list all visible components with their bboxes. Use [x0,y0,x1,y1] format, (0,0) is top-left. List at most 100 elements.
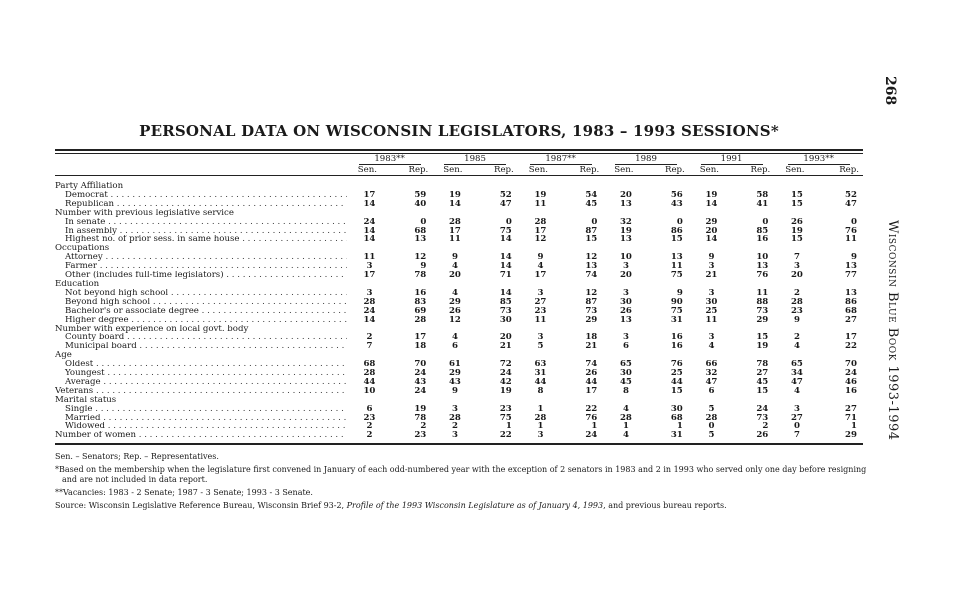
assembly-value [649,176,689,191]
senate-value: 13 [619,199,632,209]
senate-value: 2 [366,422,373,432]
senate-value: 1 [537,422,544,432]
assembly-value: 45 [585,199,598,209]
senate-value: 25 [705,306,718,316]
row-label-cell: Municipal board . . . . . . . . . . . . … [55,342,347,351]
assembly-value: 13 [670,253,683,263]
assembly-value: 17 [585,386,598,396]
assembly-value: 13 [845,262,857,272]
table-row: Highest no. of prior sess. in same house… [55,235,863,244]
senate-value: 19 [534,190,547,200]
assembly-value [820,396,863,405]
senate-value: 7 [366,342,373,352]
leader-dots: . . . . . . . . . . . . . . . . . . . . … [201,306,347,316]
senate-value [689,280,734,289]
leader-dots: . . . . . . . . . . . . . . . . . . . . … [170,288,347,298]
year-label: 1983** [358,154,421,165]
assembly-value: 73 [756,413,769,423]
table-row: Attorney . . . . . . . . . . . . . . . .… [55,253,863,262]
senate-value: 7 [793,431,800,441]
senate-value: 12 [448,315,461,325]
table-row: Oldest . . . . . . . . . . . . . . . . .… [55,360,863,369]
leader-dots: . . . . . . . . . . . . . . . . . . . . … [95,404,347,414]
row-label-cell: Occupations [55,244,347,253]
senate-value: 3 [537,333,544,343]
row-label-cell: Youngest . . . . . . . . . . . . . . . .… [55,369,347,378]
assembly-value [649,396,689,405]
senate-value: 29 [705,217,718,227]
assembly-value: 14 [499,288,512,298]
assembly-value [392,244,432,253]
senate-value: 3 [622,288,629,298]
year-label: 1985 [444,154,507,165]
senate-value: 23 [790,306,803,316]
assembly-value: 78 [414,271,427,280]
senate-value: 44 [363,377,376,387]
table-row: Democrat . . . . . . . . . . . . . . . .… [55,191,863,200]
senate-value: 3 [537,288,544,298]
table-title: PERSONAL DATA ON WISCONSIN LEGISLATORS, … [139,122,779,140]
senate-value: 20 [448,271,461,280]
row-label: Occupations [55,244,110,254]
senate-value: 19 [705,190,718,200]
assembly-value: 43 [414,377,427,387]
row-label: Attorney [65,253,103,263]
assembly-value: 11 [670,262,683,272]
assembly-value: 26 [585,369,598,378]
assembly-value [478,351,518,360]
assembly-value [478,176,518,191]
assembly-value: 13 [756,262,769,272]
assembly-value: 22 [499,431,512,441]
assembly-value: 13 [585,262,598,272]
assembly-value: 0 [676,217,683,227]
row-label: In senate [65,217,106,227]
row-label-cell: Age [55,351,347,360]
assembly-value: 16 [670,342,683,352]
row-label-cell: Democrat . . . . . . . . . . . . . . . .… [55,191,347,200]
table-row: Beyond high school . . . . . . . . . . .… [55,298,863,307]
senate-value [518,396,563,405]
senate-value: 8 [622,386,629,396]
footnotes: Sen. – Senators; Rep. – Representatives.… [55,452,875,514]
senate-value [347,396,392,405]
senate-value: 14 [448,199,461,209]
assembly-value: 13 [845,288,857,298]
senate-value: 28 [534,413,547,423]
year-header-row: 1983** 1985 1987** 1989 1991 1993** [55,154,863,165]
assembly-value [649,244,689,253]
senate-value: 6 [366,404,373,414]
assembly-value: 19 [414,404,427,414]
assembly-value: 11 [845,235,857,245]
assembly-value: 87 [585,226,598,236]
row-label: Higher degree [65,315,129,325]
assembly-value [392,325,432,334]
senate-value: 34 [790,369,803,378]
assembly-value [649,280,689,289]
senate-value: 9 [793,315,800,325]
assembly-value: 54 [585,190,598,200]
senate-value: 17 [448,226,461,236]
senate-value: 3 [793,262,800,272]
assembly-value: 72 [499,360,512,370]
row-label-cell: Attorney . . . . . . . . . . . . . . . .… [55,253,347,262]
assembly-value: 2 [420,422,427,432]
assembly-value: 47 [499,199,512,209]
assembly-value: 21 [585,342,598,352]
assembly-value [734,244,774,253]
senate-value: 17 [534,271,547,280]
senate-value: 21 [705,271,718,280]
year-label: 1991 [700,154,763,165]
assembly-value [563,209,603,218]
senate-value: 2 [366,333,373,343]
assembly-value [478,244,518,253]
row-label-cell: In senate . . . . . . . . . . . . . . . … [55,218,347,227]
row-label: Age [55,351,72,361]
assembly-value: 71 [499,271,512,280]
leader-dots: . . . . . . . . . . . . . . . . . . . . … [127,333,347,343]
assembly-value: 0 [505,217,512,227]
assembly-value: 15 [585,235,598,245]
leader-dots: . . . . . . . . . . . . . . . . . . . . … [110,190,347,200]
assembly-value [734,351,774,360]
row-label-cell: Other (includes full-time legislators) .… [55,271,347,280]
assembly-value: 1 [505,422,512,432]
